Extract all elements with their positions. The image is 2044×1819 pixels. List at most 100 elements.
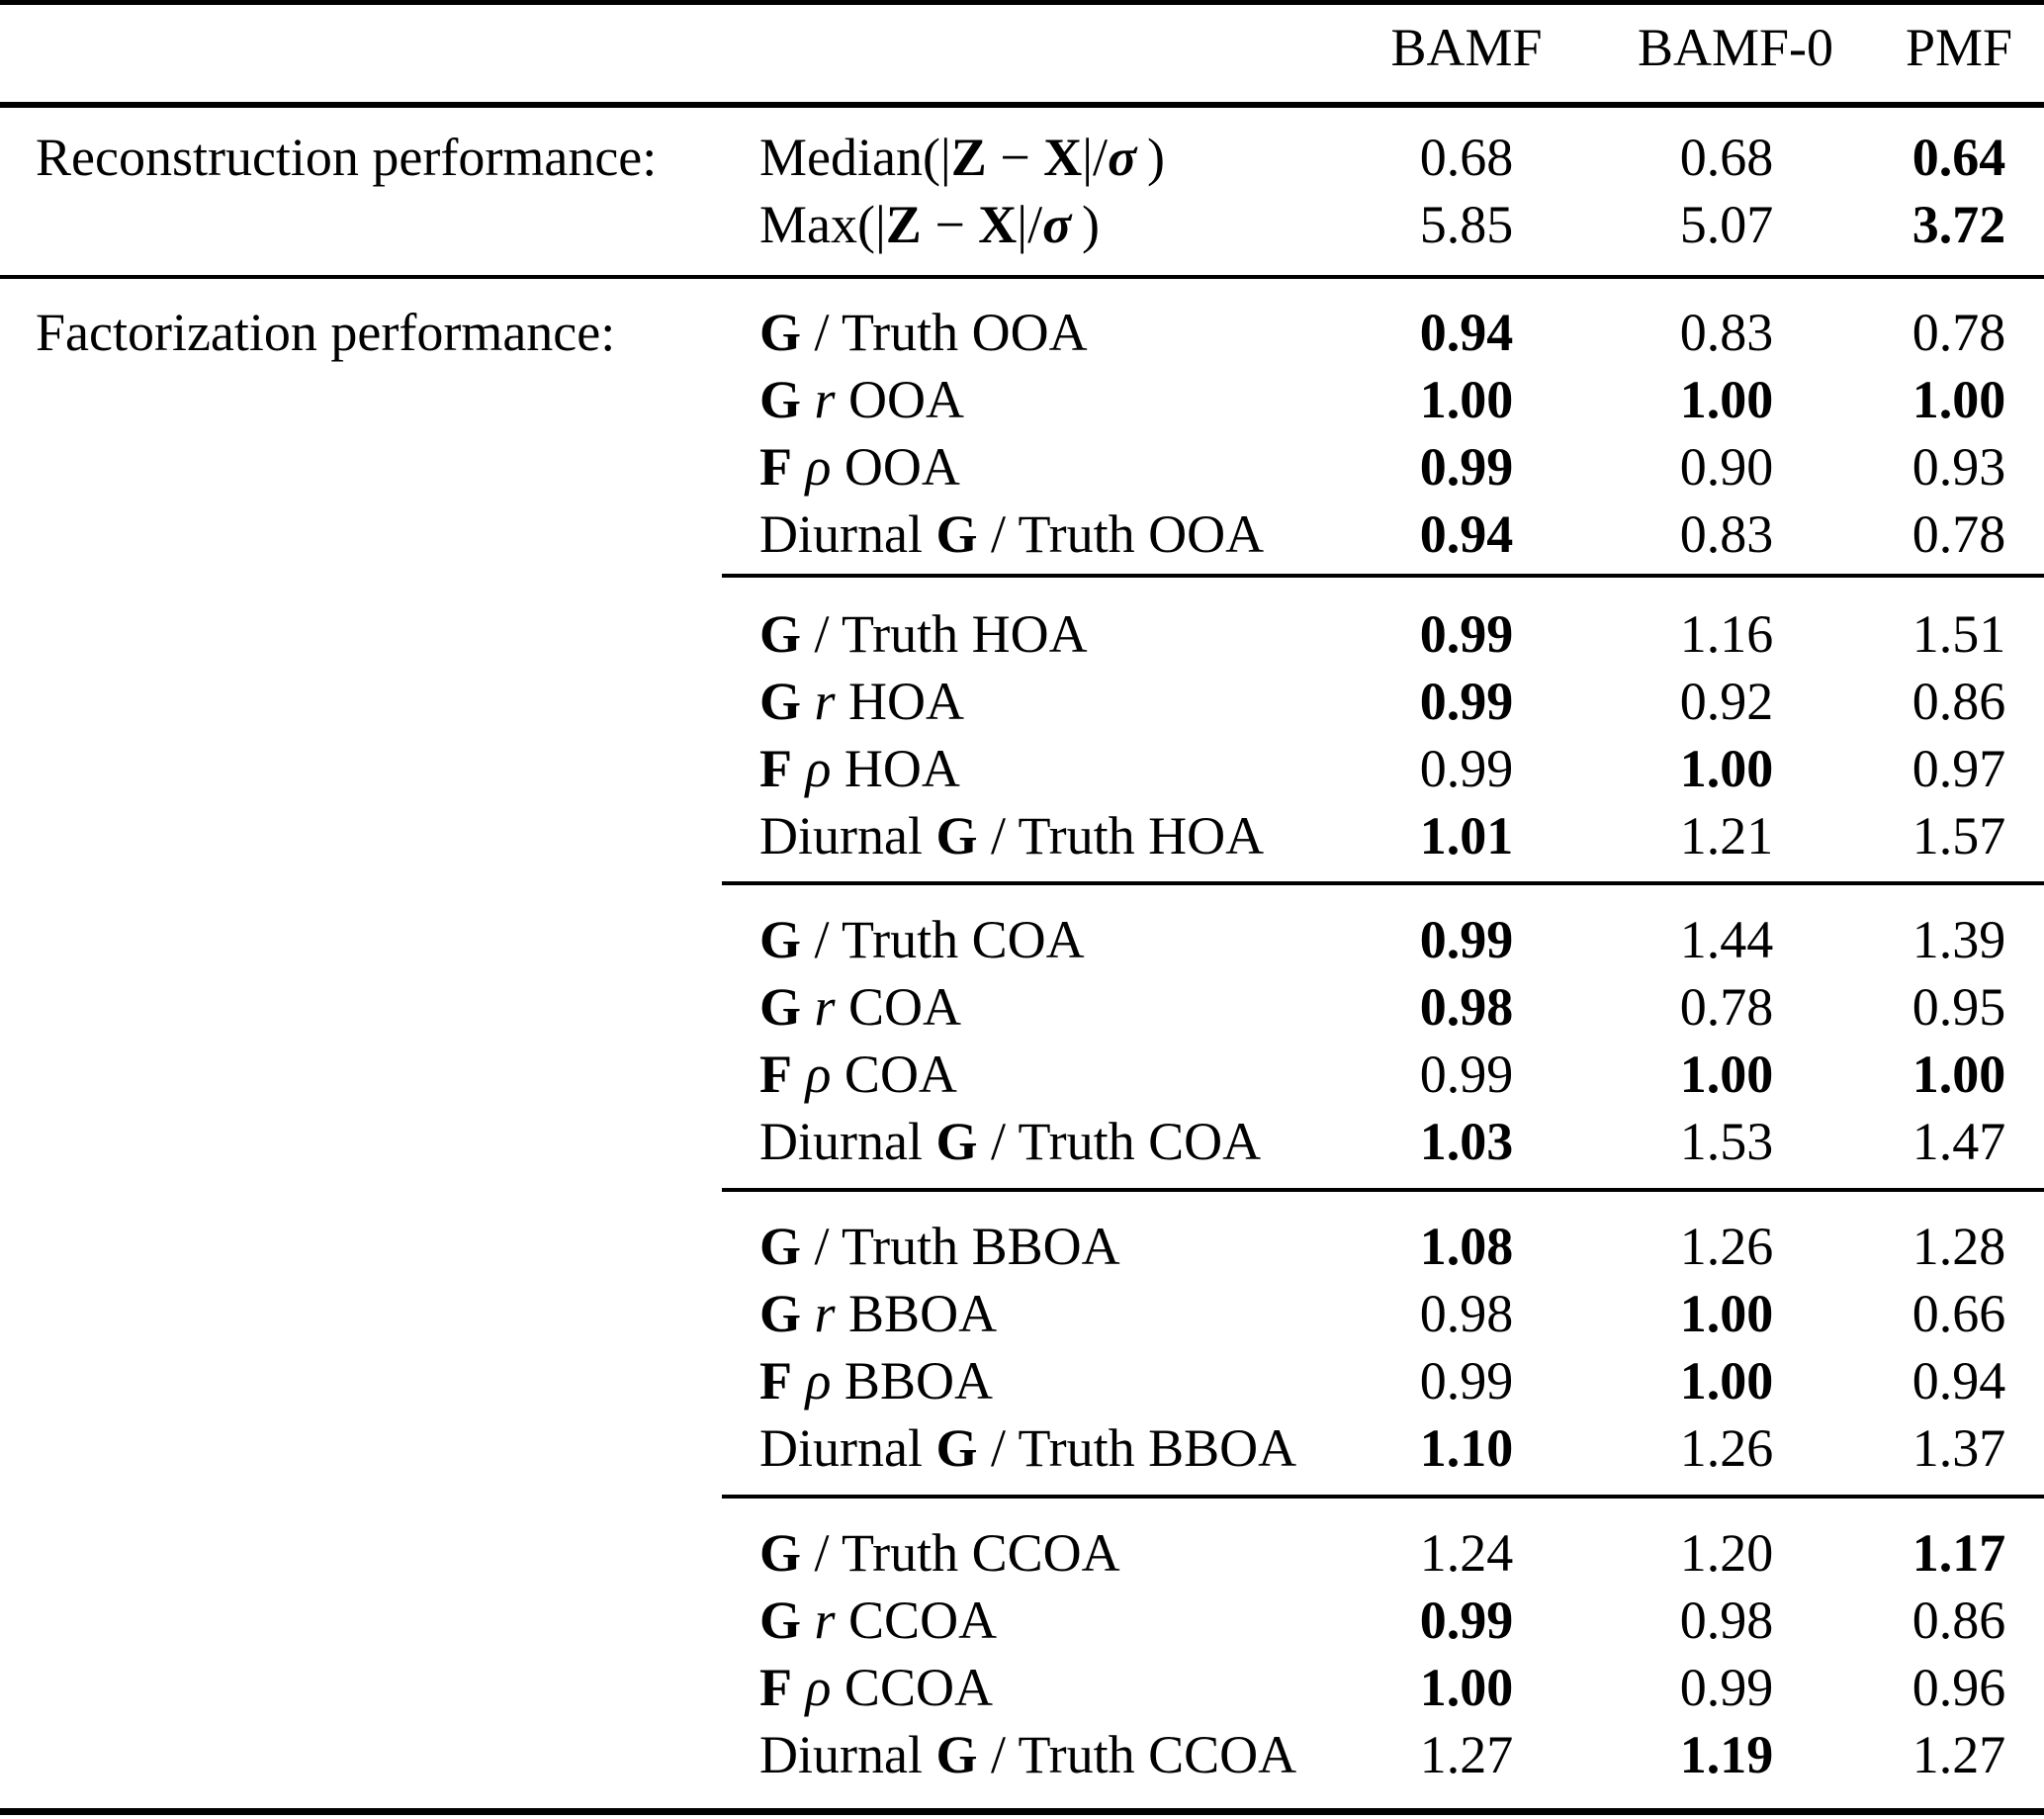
value-cell: 0.99 xyxy=(1419,1045,1514,1104)
rule-group-divider-3 xyxy=(722,1188,2044,1192)
rule-below-header xyxy=(0,102,2044,108)
table-row: G / Truth BBOA 1.08 1.26 1.28 xyxy=(0,1213,2044,1280)
table-row: G r OOA 1.00 1.00 1.00 xyxy=(0,366,2044,433)
table-row: G r CCOA 0.99 0.98 0.86 xyxy=(0,1587,2044,1654)
column-header-bamf0: BAMF-0 xyxy=(1638,18,1834,77)
row-label: F ρ BBOA xyxy=(759,1351,993,1410)
value-cell: 0.99 xyxy=(1419,739,1514,798)
value-cell: 0.99 xyxy=(1419,604,1514,664)
value-cell: 0.99 xyxy=(1419,910,1514,969)
row-label: G r OOA xyxy=(759,370,965,429)
value-cell: 1.19 xyxy=(1679,1725,1774,1784)
value-cell: 0.93 xyxy=(1911,437,2006,497)
value-cell: 0.94 xyxy=(1419,303,1514,362)
value-cell: 0.78 xyxy=(1911,504,2006,564)
table-row: F ρ OOA 0.99 0.90 0.93 xyxy=(0,433,2044,500)
value-cell: 1.27 xyxy=(1419,1725,1514,1784)
value-cell: 1.37 xyxy=(1911,1418,2006,1478)
value-cell: 0.78 xyxy=(1679,977,1774,1037)
value-cell: 0.98 xyxy=(1419,977,1514,1037)
value-cell: 0.99 xyxy=(1679,1658,1774,1717)
value-cell: 0.66 xyxy=(1911,1284,2006,1343)
value-cell: 1.08 xyxy=(1419,1217,1514,1276)
rule-group-divider-4 xyxy=(722,1495,2044,1499)
value-cell: 1.00 xyxy=(1419,370,1514,429)
table-row: Median(|Z − X|/σ ) 0.68 0.68 0.64 xyxy=(0,124,2044,191)
value-cell: 1.27 xyxy=(1911,1725,2006,1784)
row-label: Diurnal G / Truth CCOA xyxy=(759,1725,1297,1784)
value-cell: 1.00 xyxy=(1679,739,1774,798)
value-cell: 0.94 xyxy=(1911,1351,2006,1410)
value-cell: 0.68 xyxy=(1679,128,1774,187)
value-cell: 1.51 xyxy=(1911,604,2006,664)
value-cell: 0.86 xyxy=(1911,672,2006,731)
rule-bottom xyxy=(0,1808,2044,1815)
value-cell: 5.07 xyxy=(1679,195,1774,254)
value-cell: 1.20 xyxy=(1679,1523,1774,1583)
column-headers: BAMF BAMF-0 PMF xyxy=(0,14,2044,81)
value-cell: 0.97 xyxy=(1911,739,2006,798)
row-label: G / Truth HOA xyxy=(759,604,1088,664)
row-label: G / Truth BBOA xyxy=(759,1217,1120,1276)
column-header-bamf: BAMF xyxy=(1390,18,1543,77)
value-cell: 0.99 xyxy=(1419,1591,1514,1650)
table-row: G r COA 0.98 0.78 0.95 xyxy=(0,973,2044,1041)
column-header-pmf: PMF xyxy=(1905,18,2013,77)
value-cell: 1.28 xyxy=(1911,1217,2006,1276)
row-label: Diurnal G / Truth COA xyxy=(759,1112,1262,1171)
table-row: G r HOA 0.99 0.92 0.86 xyxy=(0,668,2044,735)
row-label: G / Truth COA xyxy=(759,910,1085,969)
value-cell: 0.99 xyxy=(1419,437,1514,497)
row-label: G r BBOA xyxy=(759,1284,998,1343)
value-cell: 1.57 xyxy=(1911,806,2006,865)
table-row: F ρ CCOA 1.00 0.99 0.96 xyxy=(0,1654,2044,1721)
value-cell: 0.99 xyxy=(1419,1351,1514,1410)
row-label: F ρ OOA xyxy=(759,437,960,497)
value-cell: 1.26 xyxy=(1679,1217,1774,1276)
table-row: Diurnal G / Truth OOA 0.94 0.83 0.78 xyxy=(0,500,2044,568)
value-cell: 1.00 xyxy=(1679,1351,1774,1410)
row-label: G / Truth CCOA xyxy=(759,1523,1120,1583)
value-cell: 0.94 xyxy=(1419,504,1514,564)
value-cell: 1.16 xyxy=(1679,604,1774,664)
table-row: F ρ BBOA 0.99 1.00 0.94 xyxy=(0,1347,2044,1414)
row-label: G r COA xyxy=(759,977,962,1037)
value-cell: 3.72 xyxy=(1911,195,2006,254)
table-row: G r BBOA 0.98 1.00 0.66 xyxy=(0,1280,2044,1347)
value-cell: 1.44 xyxy=(1679,910,1774,969)
value-cell: 0.98 xyxy=(1679,1591,1774,1650)
value-cell: 0.90 xyxy=(1679,437,1774,497)
value-cell: 1.17 xyxy=(1911,1523,2006,1583)
table-row: Diurnal G / Truth HOA 1.01 1.21 1.57 xyxy=(0,802,2044,869)
table-row: Diurnal G / Truth BBOA 1.10 1.26 1.37 xyxy=(0,1414,2044,1482)
value-cell: 0.99 xyxy=(1419,672,1514,731)
rule-top xyxy=(0,0,2044,5)
value-cell: 1.01 xyxy=(1419,806,1514,865)
value-cell: 1.10 xyxy=(1419,1418,1514,1478)
value-cell: 1.24 xyxy=(1419,1523,1514,1583)
rule-section-divider xyxy=(0,275,2044,279)
value-cell: 0.92 xyxy=(1679,672,1774,731)
row-label: G / Truth OOA xyxy=(759,303,1088,362)
row-label: F ρ COA xyxy=(759,1045,957,1104)
value-cell: 0.86 xyxy=(1911,1591,2006,1650)
table-row: G / Truth OOA 0.94 0.83 0.78 xyxy=(0,299,2044,366)
value-cell: 1.00 xyxy=(1679,1045,1774,1104)
value-cell: 0.96 xyxy=(1911,1658,2006,1717)
table-row: G / Truth COA 0.99 1.44 1.39 xyxy=(0,906,2044,973)
row-label: G r HOA xyxy=(759,672,965,731)
value-cell: 1.47 xyxy=(1911,1112,2006,1171)
row-label: Max(|Z − X|/σ ) xyxy=(759,195,1101,254)
value-cell: 1.39 xyxy=(1911,910,2006,969)
value-cell: 0.98 xyxy=(1419,1284,1514,1343)
table-row: Diurnal G / Truth CCOA 1.27 1.19 1.27 xyxy=(0,1721,2044,1788)
value-cell: 5.85 xyxy=(1419,195,1514,254)
value-cell: 1.03 xyxy=(1419,1112,1514,1171)
row-label: Diurnal G / Truth BBOA xyxy=(759,1418,1297,1478)
value-cell: 0.68 xyxy=(1419,128,1514,187)
value-cell: 1.00 xyxy=(1679,370,1774,429)
value-cell: 1.53 xyxy=(1679,1112,1774,1171)
row-label: G r CCOA xyxy=(759,1591,998,1650)
value-cell: 0.78 xyxy=(1911,303,2006,362)
